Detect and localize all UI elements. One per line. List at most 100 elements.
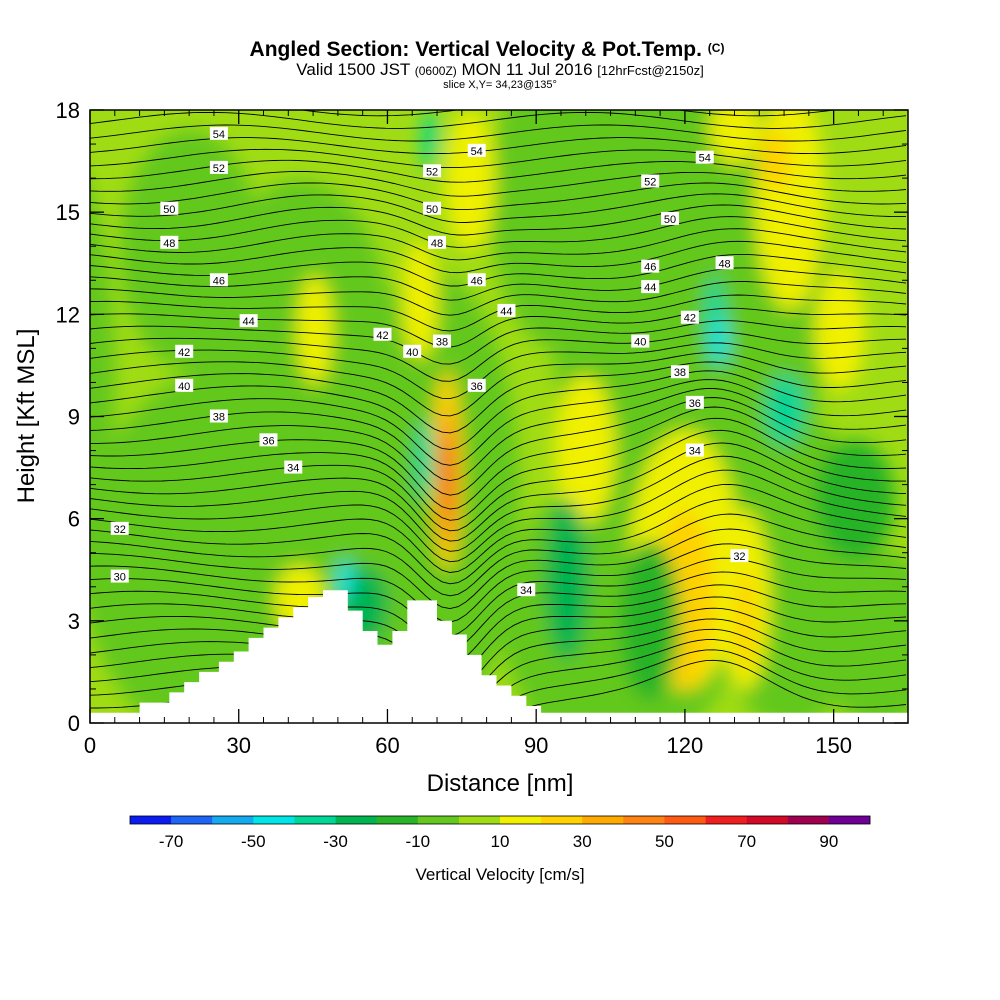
theta-label-text: 40 [634, 337, 646, 349]
theta-label-box [730, 549, 749, 563]
theta-contour-line [90, 228, 907, 261]
x-axis-label: Distance [nm] [427, 770, 574, 797]
y-tick-label: 18 [56, 98, 80, 123]
theta-contour-line [90, 455, 907, 552]
velocity-field [90, 110, 908, 723]
theta-contour-line [90, 498, 907, 585]
theta-label-text: 48 [163, 238, 175, 250]
theta-label-box [373, 327, 392, 341]
theta-contour-line [90, 618, 907, 711]
theta-label-box [715, 256, 734, 270]
theta-label-text: 38 [213, 412, 225, 424]
velocity-blob [815, 270, 865, 390]
theta-label-text: 50 [664, 214, 676, 226]
theta-contour-label: 34 [685, 443, 704, 458]
theta-label-text: 42 [178, 347, 190, 359]
x-axis: 0 30 60 90 120 150 [84, 110, 884, 758]
theta-contour-label: 30 [110, 569, 129, 584]
theta-label-box [209, 409, 228, 423]
theta-label-box [497, 303, 516, 317]
theta-contour-label: 36 [685, 395, 704, 410]
theta-contour-line [90, 352, 907, 417]
theta-contour-label: 48 [428, 235, 447, 250]
colorbar-swatch [458, 816, 501, 824]
colorbar-label: Vertical Velocity [cm/s] [415, 865, 584, 884]
theta-label-text: 38 [436, 337, 448, 349]
colorbar-swatch [171, 816, 213, 824]
theta-label-text: 40 [406, 347, 418, 359]
colorbar-swatch [253, 816, 295, 824]
theta-contour-line [90, 442, 907, 542]
theta-contour-line [90, 483, 907, 573]
theta-contour-labels: 54 54 54 52 52 52 50 50 50 48 48 48 46 46 46 44 44 44 42 42… [110, 126, 749, 597]
theta-contour-line [90, 571, 907, 651]
colorbar-swatch [294, 816, 336, 824]
velocity-blob [820, 550, 908, 723]
theta-label-box [685, 443, 704, 457]
theta-label-box [160, 201, 179, 215]
theta-contour-label: 54 [209, 126, 228, 141]
velocity-blob [545, 500, 589, 660]
velocity-blob [620, 540, 680, 700]
colorbar-swatch [212, 816, 254, 824]
theta-contour-line [90, 584, 907, 666]
theta-contour-label: 38 [209, 409, 228, 424]
theta-label-text: 40 [178, 381, 190, 393]
colorbar: -70 -50 -30 -10 10 30 50 70 90 [129, 815, 871, 851]
theta-label-box [284, 460, 303, 474]
theta-label-text: 34 [689, 446, 701, 458]
theta-contour-line [90, 397, 907, 496]
theta-contours [90, 110, 907, 723]
theta-contour-line [90, 528, 907, 610]
theta-label-box [467, 273, 486, 287]
theta-label-text: 32 [733, 551, 745, 563]
theta-label-box [670, 365, 689, 379]
theta-contour-line [90, 182, 907, 211]
theta-label-box [685, 395, 704, 409]
theta-contour-label: 52 [641, 174, 660, 189]
theta-contour-line [90, 267, 907, 301]
theta-contour-line [90, 557, 907, 637]
theta-label-box [641, 280, 660, 294]
plot-area: 54 54 54 52 52 52 50 50 50 48 48 48 46 46 46 44 44 44 42 42… [90, 110, 908, 723]
velocity-blob [120, 130, 260, 370]
theta-contour-line [90, 543, 907, 623]
colorbar-tick-label: -50 [241, 832, 266, 851]
theta-contour-label: 40 [403, 344, 422, 359]
terrain [90, 590, 908, 723]
valid-time: Valid 1500 JST (0600Z) MON 11 Jul 2016 [… [296, 60, 703, 79]
theta-label-text: 46 [471, 275, 483, 287]
x-tick-label: 0 [84, 733, 96, 758]
theta-label-text: 46 [213, 275, 225, 287]
velocity-blob [337, 560, 353, 600]
theta-label-text: 54 [471, 146, 483, 158]
theta-contour-line [90, 148, 907, 169]
theta-label-text: 52 [426, 166, 438, 178]
theta-contour-label: 42 [680, 310, 699, 325]
chart-title: Angled Section: Vertical Velocity & Pot.… [250, 38, 725, 61]
theta-contour-label: 54 [467, 143, 486, 158]
theta-contour-line [298, 110, 838, 117]
theta-label-box [259, 433, 278, 447]
theta-label-text: 50 [426, 204, 438, 216]
theta-label-text: 32 [114, 524, 126, 536]
theta-label-box [110, 521, 129, 535]
theta-label-text: 44 [500, 306, 512, 318]
theta-contour-label: 48 [160, 235, 179, 250]
colorbar-swatch [335, 816, 377, 824]
theta-label-box [695, 150, 714, 164]
theta-contour-label: 38 [670, 365, 689, 379]
theta-label-text: 44 [243, 316, 255, 328]
theta-label-box [680, 310, 699, 324]
theta-contour-label: 34 [517, 583, 536, 597]
theta-contour-line [90, 170, 907, 197]
y-axis-label: Height [Kft MSL] [13, 329, 40, 504]
theta-label-text: 52 [644, 177, 656, 189]
theta-label-box [432, 334, 451, 348]
velocity-blob [760, 130, 790, 190]
theta-contour-label: 36 [467, 378, 486, 393]
theta-contour-label: 46 [641, 259, 660, 274]
theta-contour-line [90, 281, 907, 316]
velocity-blob [735, 570, 755, 670]
